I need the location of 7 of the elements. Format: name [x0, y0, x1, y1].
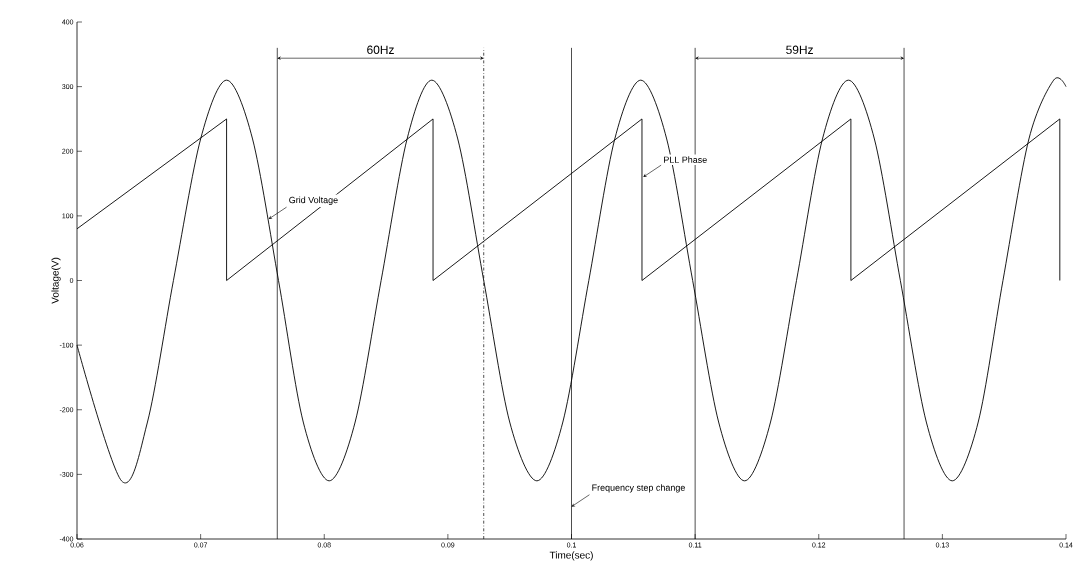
x-axis-title: Time(sec)	[549, 551, 593, 561]
y-axis-title: Voltage(V)	[51, 257, 61, 304]
annotation: PLL Phase	[664, 156, 707, 163]
annotation: 60Hz	[367, 45, 394, 54]
annotation: Frequency step change	[592, 484, 685, 493]
annotation: Grid Voltage	[289, 196, 338, 205]
annotation: 59Hz	[786, 45, 813, 54]
